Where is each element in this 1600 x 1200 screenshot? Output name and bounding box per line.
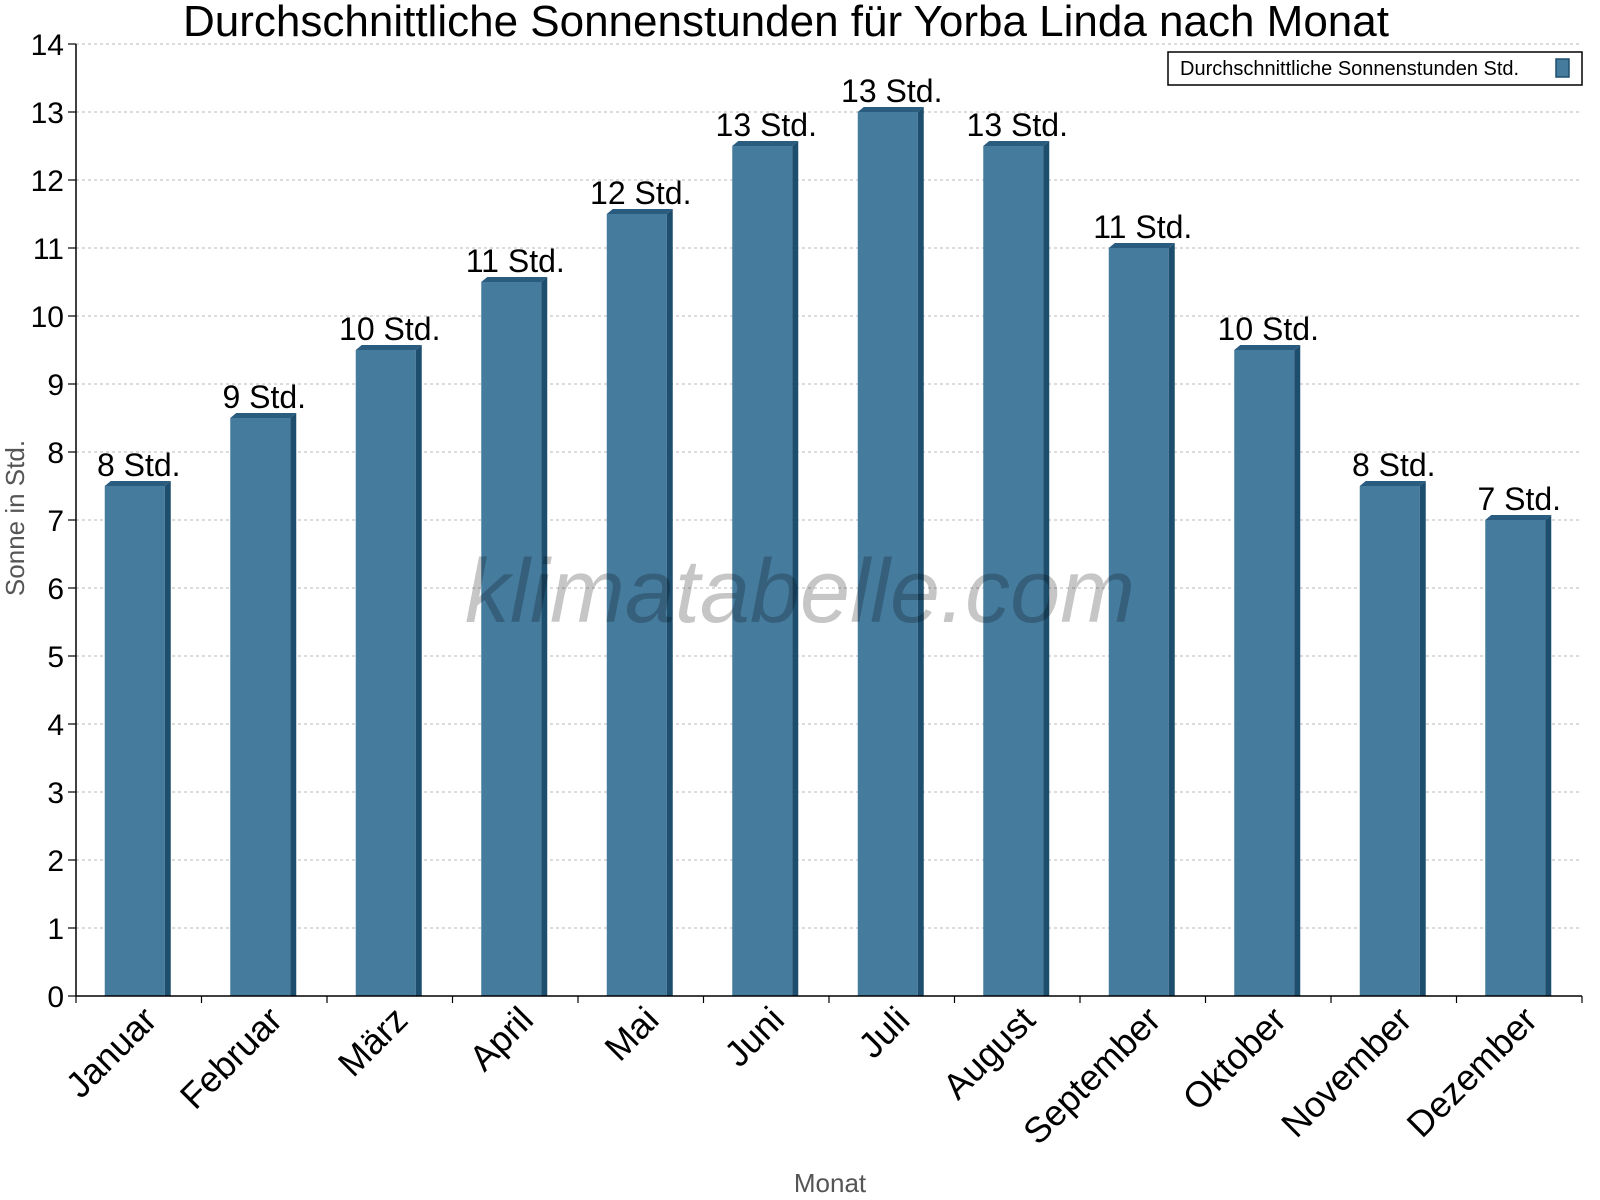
legend-swatch [1555,58,1570,78]
watermark: klimatabelle.com [465,542,1135,642]
bar-side [1294,345,1301,996]
bar-top [355,345,422,350]
bar-top [1359,481,1426,486]
bar [983,146,1044,996]
bar-top [732,141,799,146]
y-tick-label: 9 [47,369,64,402]
x-tick-label: Dezember [1398,999,1544,1145]
y-tick-label: 13 [31,97,64,130]
data-label: 11 Std. [1093,209,1192,245]
bar [1485,520,1546,996]
grid-layer [76,43,1582,929]
bar [606,214,667,996]
bar-top [104,481,171,486]
y-tick-label: 14 [31,29,64,62]
bar-top [1485,515,1552,520]
y-tick-label: 10 [31,301,64,334]
bar-top [230,413,297,418]
y-tick-label: 4 [47,709,64,742]
bar [732,146,793,996]
data-label: 10 Std. [1218,311,1319,347]
bar-top [983,141,1050,146]
bar-top [481,277,548,282]
data-label: 10 Std. [339,311,440,347]
data-label: 7 Std. [1477,481,1561,517]
x-tick-label: Januar [58,999,165,1106]
bar-side [1419,481,1426,996]
y-tick-label: 11 [33,233,64,266]
y-tick-label: 1 [47,913,64,946]
data-label: 9 Std. [222,379,306,415]
x-tick-label: April [461,999,541,1079]
bar-top [1108,243,1175,248]
bar-side [666,209,673,996]
y-tick-label: 5 [47,641,64,674]
x-tick-label: Oktober [1174,999,1294,1119]
legend-box [1167,51,1583,86]
y-tick-label: 6 [47,573,64,606]
bar-top [857,107,924,112]
bar [857,112,918,996]
data-label: 13 Std. [716,107,817,143]
bar-side [1168,243,1175,996]
bar-side [1545,515,1552,996]
data-label: 8 Std. [97,447,181,483]
bar [481,282,542,996]
bar [1234,350,1295,996]
bar [355,350,416,996]
data-label: 11 Std. [466,243,565,279]
bar [104,486,165,996]
bar [1359,486,1420,996]
x-tick-label: Februar [172,999,290,1117]
x-tick-label: November [1273,999,1419,1145]
y-tick-label: 8 [47,437,64,470]
x-tick-label: September [1015,999,1169,1153]
x-tick-label: Juli [850,999,917,1066]
legend: Durchschnittliche Sonnenstunden Std. [1167,51,1583,86]
y-tick-label: 2 [47,845,64,878]
bar-side [290,413,297,996]
x-tick-label: Mai [596,999,666,1069]
data-label: 13 Std. [841,73,942,109]
bar [230,418,291,996]
y-tick-label: 7 [47,505,64,538]
chart-title: Durchschnittliche Sonnenstunden für Yorb… [183,0,1389,46]
bar-side [1043,141,1050,996]
y-tick-label: 0 [47,981,64,1014]
bar-side [541,277,548,996]
y-tick-label: 3 [47,777,64,810]
bar-top [606,209,673,214]
data-label: 8 Std. [1352,447,1436,483]
x-tick-label: Juni [716,999,792,1075]
data-label: 12 Std. [590,175,691,211]
bar-top [1234,345,1301,350]
bar-side [415,345,422,996]
bar-side [164,481,171,996]
legend-label: Durchschnittliche Sonnenstunden Std. [1180,58,1519,80]
y-axis-label: Sonne in Std. [0,440,30,596]
bar [1108,248,1169,996]
y-tick-label: 12 [31,165,64,198]
x-tick-label: August [935,999,1043,1107]
data-label: 13 Std. [967,107,1068,143]
bar-side [917,107,924,996]
bars-layer [104,107,1552,996]
x-axis-label: Monat [794,1168,867,1198]
bar-side [792,141,799,996]
x-tick-label: März [330,999,416,1085]
